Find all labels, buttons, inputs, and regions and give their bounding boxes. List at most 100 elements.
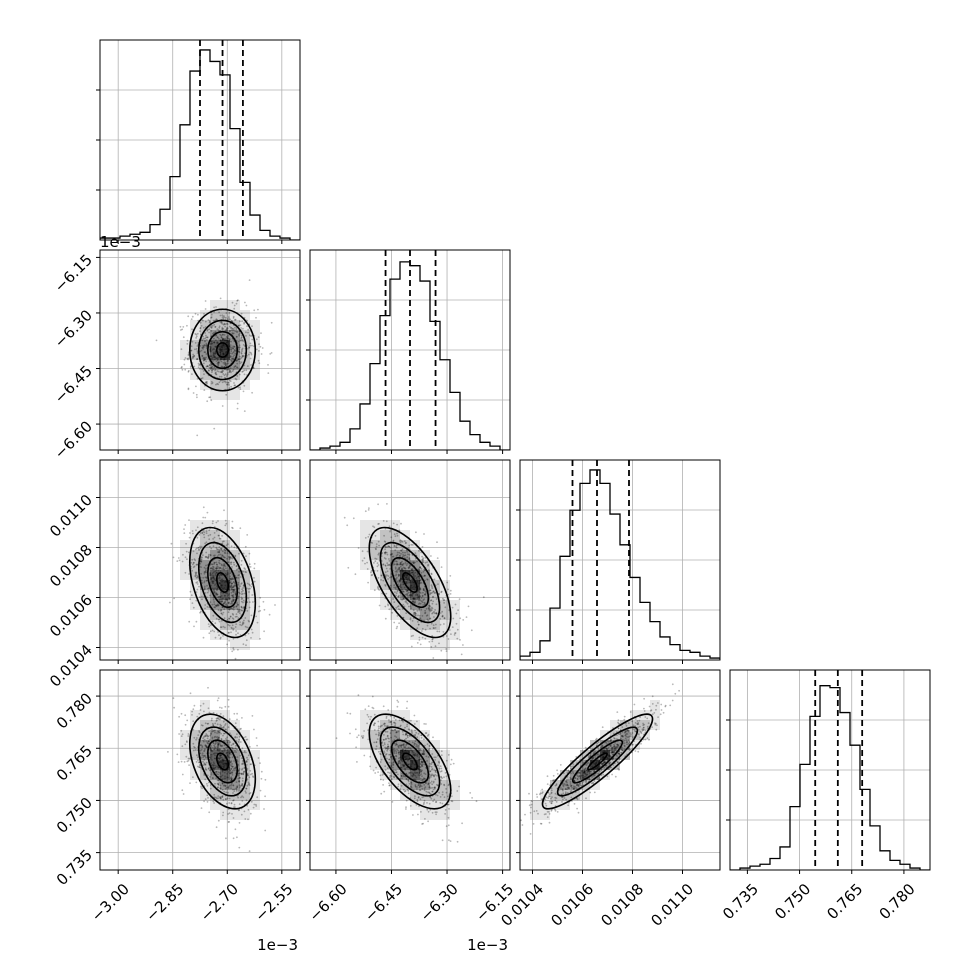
scatter-point	[235, 630, 238, 632]
scatter-point	[231, 332, 234, 334]
scatter-point	[203, 774, 206, 776]
scatter-point	[238, 772, 241, 775]
density-cell	[380, 530, 390, 540]
scatter-point	[421, 764, 423, 767]
scatter-point	[247, 353, 250, 356]
density-cell	[220, 780, 230, 790]
scatter-point	[225, 328, 228, 331]
scatter-point	[241, 371, 244, 373]
scatter-point	[383, 790, 386, 793]
scatter-point	[199, 764, 202, 767]
scatter-point	[246, 738, 249, 741]
scatter-point	[427, 766, 430, 768]
density-cell	[180, 750, 190, 760]
scatter-point	[199, 560, 202, 563]
scatter-point	[233, 712, 236, 715]
scatter-point	[386, 747, 389, 750]
scatter-point	[469, 792, 472, 794]
scatter-point	[443, 602, 445, 604]
scatter-point	[398, 554, 401, 557]
scatter-point	[434, 759, 437, 761]
scatter-point	[237, 577, 240, 579]
scatter-point	[239, 741, 242, 743]
scatter-point	[232, 345, 235, 348]
scatter-point	[419, 592, 422, 594]
scatter-point	[199, 321, 202, 324]
panel-plot-area	[100, 250, 300, 450]
scatter-point	[202, 344, 204, 347]
scatter-point	[377, 588, 380, 590]
scatter-point	[210, 732, 213, 735]
scatter-point	[243, 606, 245, 609]
scatter-point	[236, 785, 239, 787]
scatter-point	[204, 744, 207, 747]
scatter-point	[209, 630, 212, 633]
scatter-point	[218, 534, 220, 537]
scatter-point	[197, 548, 200, 551]
scatter-point	[196, 563, 199, 566]
scatter-point	[224, 364, 227, 366]
scatter-point	[395, 754, 397, 757]
scatter-point	[366, 550, 369, 553]
scatter-point	[234, 722, 237, 725]
scatter-point	[406, 723, 409, 726]
scatter-point	[439, 796, 442, 798]
scatter-point	[370, 541, 373, 544]
scatter-point	[404, 746, 407, 748]
density-cell	[400, 560, 410, 570]
density-cell	[240, 380, 250, 390]
scatter-point	[232, 598, 235, 601]
scatter-point	[435, 801, 437, 803]
scatter-point	[257, 359, 260, 362]
scatter-point	[425, 723, 427, 725]
scatter-point	[246, 534, 249, 536]
scatter-point	[183, 363, 186, 366]
scatter-point	[218, 537, 221, 540]
scatter-point	[449, 840, 452, 842]
scatter-point	[392, 763, 394, 766]
density-cell	[250, 330, 260, 340]
scatter-point	[230, 347, 232, 349]
scatter-point	[403, 790, 406, 793]
scatter-point	[445, 775, 448, 778]
scatter-point	[206, 734, 208, 736]
scatter-point	[237, 324, 240, 327]
scatter-point	[244, 571, 247, 573]
scatter-point	[249, 351, 252, 354]
scatter-point	[236, 299, 239, 302]
scatter-point	[424, 561, 427, 564]
scatter-point	[432, 596, 434, 599]
scatter-point	[416, 745, 419, 747]
scatter-point	[200, 724, 203, 726]
scatter-point	[388, 761, 391, 764]
scatter-point	[405, 772, 408, 775]
density-cell	[240, 610, 250, 620]
scatter-point	[240, 784, 243, 787]
scatter-point	[230, 385, 233, 388]
scatter-point	[393, 621, 396, 624]
scatter-point	[399, 541, 402, 544]
scatter-point	[363, 730, 365, 732]
scatter-point	[214, 782, 216, 785]
scatter-point	[388, 772, 391, 774]
scatter-point	[240, 606, 243, 608]
scatter-point	[388, 758, 391, 761]
scatter-point	[229, 586, 232, 588]
scatter-point	[434, 769, 437, 772]
scatter-point	[232, 590, 235, 593]
scatter-point	[232, 347, 235, 350]
scatter-point	[242, 643, 245, 646]
scatter-point	[410, 783, 413, 785]
scatter-point	[439, 801, 442, 804]
scatter-point	[232, 608, 235, 611]
scatter-point	[210, 547, 213, 550]
scatter-point	[192, 563, 194, 566]
scatter-point	[422, 822, 424, 825]
scatter-point	[200, 579, 203, 582]
contour-mid	[198, 541, 248, 624]
scatter-point	[245, 787, 248, 790]
scatter-point	[240, 772, 243, 775]
scatter-point	[233, 345, 236, 348]
scatter-point	[367, 536, 370, 538]
scatter-point	[204, 357, 207, 360]
